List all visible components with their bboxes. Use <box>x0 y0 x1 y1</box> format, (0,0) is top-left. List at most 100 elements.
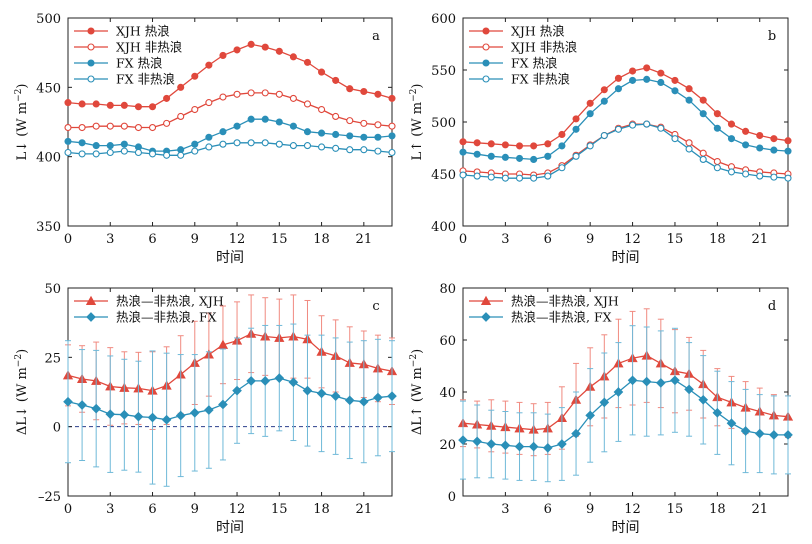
x-tick-label: 6 <box>544 232 552 247</box>
x-axis-label: 时间 <box>612 250 640 266</box>
data-point <box>530 142 538 150</box>
data-point <box>106 101 114 109</box>
series-2 <box>459 75 792 163</box>
series-line <box>462 379 788 449</box>
data-point <box>289 142 297 150</box>
data-point <box>233 90 241 98</box>
legend-entry: FX 热浪 <box>116 56 163 71</box>
data-point <box>92 150 100 158</box>
y-tick-label: 0 <box>448 490 456 505</box>
y-tick-label: 400 <box>431 220 456 235</box>
data-point <box>219 128 227 136</box>
data-point <box>656 378 666 388</box>
x-tick-label: 18 <box>313 502 330 517</box>
data-point <box>233 139 241 147</box>
data-point <box>64 123 72 132</box>
data-point <box>388 122 396 130</box>
data-point <box>106 122 114 130</box>
data-point <box>558 130 566 139</box>
series-1 <box>63 323 397 487</box>
data-point <box>599 397 610 408</box>
data-point <box>685 145 693 153</box>
y-tick-label: 400 <box>36 151 61 166</box>
data-point <box>515 154 524 162</box>
data-point <box>756 131 764 140</box>
data-point <box>191 147 199 155</box>
data-point <box>544 140 552 148</box>
data-point <box>629 121 637 129</box>
data-point <box>727 120 736 128</box>
data-point <box>480 295 492 305</box>
x-tick-label: 3 <box>501 502 509 517</box>
data-point <box>769 430 779 440</box>
data-point <box>318 68 326 76</box>
data-point <box>482 43 490 51</box>
data-point <box>218 399 228 410</box>
series-0 <box>457 308 794 457</box>
data-point <box>699 155 707 163</box>
x-tick-label: 18 <box>709 232 726 247</box>
x-tick-label: 9 <box>586 232 594 247</box>
data-point <box>78 139 86 147</box>
data-point <box>78 100 86 108</box>
data-point <box>303 58 312 66</box>
data-point <box>727 135 736 143</box>
data-point <box>544 172 552 180</box>
data-point <box>557 439 567 449</box>
data-point <box>346 85 354 93</box>
data-point <box>770 146 778 154</box>
series-line <box>67 377 393 421</box>
data-point <box>643 75 651 83</box>
data-point <box>87 27 95 35</box>
x-tick-label: 12 <box>229 232 246 247</box>
data-point <box>219 93 227 101</box>
y-tick-label: 80 <box>439 282 456 297</box>
y-tick-label: 60 <box>439 334 456 349</box>
data-point <box>134 148 142 157</box>
data-point <box>318 105 326 114</box>
legend-entry: FX 非热浪 <box>116 72 175 87</box>
x-tick-label: 21 <box>751 232 768 247</box>
data-point <box>783 430 793 440</box>
data-point <box>530 174 538 182</box>
data-point <box>558 142 566 150</box>
series-0 <box>64 40 396 111</box>
y-tick-label: 600 <box>431 12 456 27</box>
legend-entry: XJH 非热浪 <box>511 40 577 55</box>
series-line <box>462 123 789 179</box>
data-point <box>482 27 490 35</box>
data-point <box>303 100 312 108</box>
x-axis-label: 时间 <box>216 520 244 536</box>
data-point <box>756 172 764 180</box>
data-point <box>699 96 707 104</box>
data-point <box>671 135 679 143</box>
data-point <box>175 410 186 421</box>
data-point <box>120 122 128 130</box>
data-point <box>105 409 116 420</box>
data-point <box>627 375 638 386</box>
series-0 <box>62 294 398 430</box>
data-point <box>346 146 354 154</box>
data-point <box>64 99 72 107</box>
data-point <box>388 94 396 102</box>
data-point <box>698 394 709 405</box>
data-point <box>613 387 624 397</box>
data-point <box>614 74 622 82</box>
data-point <box>472 436 482 447</box>
data-point <box>373 392 383 403</box>
data-point <box>572 125 580 133</box>
data-point <box>205 143 213 151</box>
data-point <box>387 391 397 401</box>
data-point <box>374 121 382 129</box>
data-point <box>572 152 580 160</box>
x-tick-label: 15 <box>667 232 684 247</box>
x-tick-label: 21 <box>356 232 373 247</box>
data-point <box>500 440 511 451</box>
data-point <box>459 148 467 156</box>
data-point <box>629 67 637 75</box>
data-point <box>260 376 271 386</box>
data-point <box>481 312 491 322</box>
data-point <box>544 152 552 160</box>
panel-b: 0 3 6 9 12 15 18 21 400 450 500 550 600 b 时间 L↑ (W m−2)… <box>409 12 792 266</box>
